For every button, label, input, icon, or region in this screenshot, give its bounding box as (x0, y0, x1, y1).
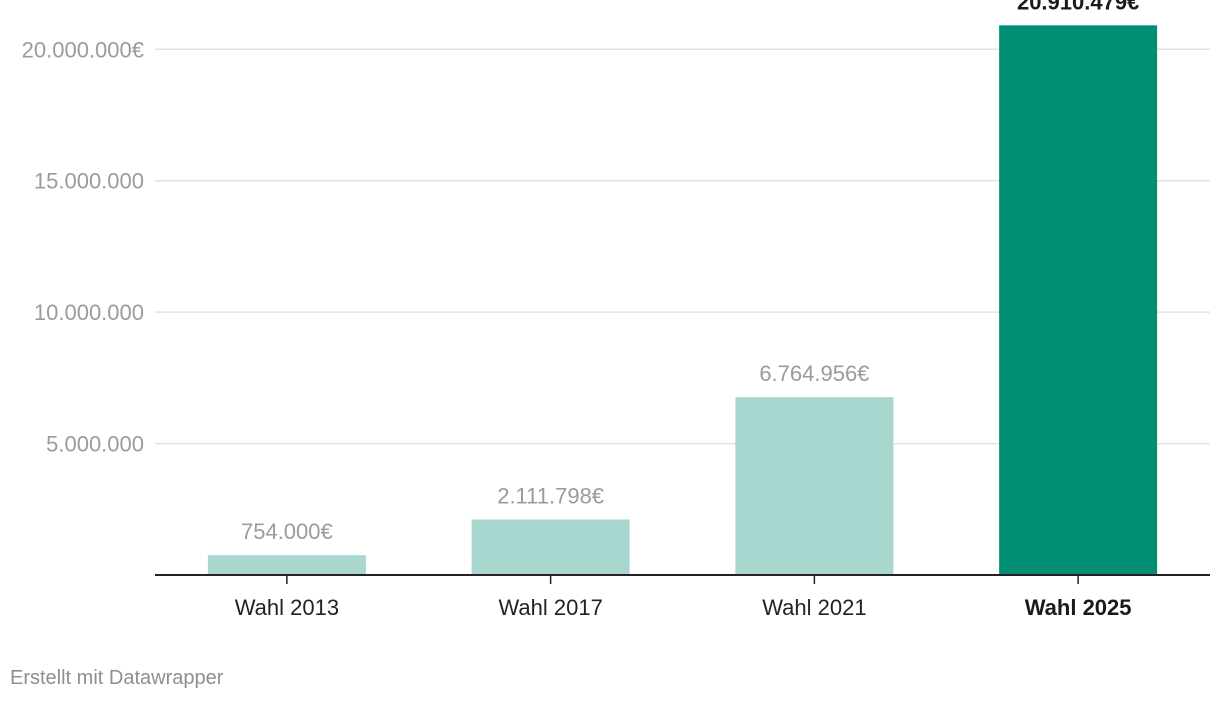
y-tick-label: 10.000.000 (34, 300, 144, 325)
x-tick-label: Wahl 2021 (762, 595, 866, 620)
bar-wahl-2021 (735, 397, 894, 575)
bar-wahl-2017 (471, 519, 630, 575)
x-axis: Wahl 2013 Wahl 2017 Wahl 2021 Wahl 2025 (235, 575, 1132, 620)
value-label: 2.111.798€ (497, 483, 604, 508)
x-tick-label: Wahl 2025 (1025, 595, 1132, 620)
y-tick-label: 5.000.000 (46, 432, 144, 457)
y-tick-label: 15.000.000 (34, 169, 144, 194)
datawrapper-credit: Erstellt mit Datawrapper (10, 667, 224, 689)
bars (207, 25, 1158, 575)
x-tick-label: Wahl 2013 (235, 595, 339, 620)
y-tick-label: 20.000.000€ (22, 37, 144, 62)
value-label: 754.000€ (241, 519, 333, 544)
bar-wahl-2013 (207, 555, 366, 575)
value-labels: 754.000€ 2.111.798€ 6.764.956€ 20.910.479€ (241, 0, 1139, 544)
bar-chart: 5.000.000 10.000.000 15.000.000 20.000.000€… (22, 0, 1210, 620)
value-label: 20.910.479€ (1017, 0, 1139, 14)
y-axis: 5.000.000 10.000.000 15.000.000 20.000.000€ (22, 37, 144, 456)
bar-wahl-2025 (999, 25, 1158, 575)
x-tick-label: Wahl 2017 (498, 595, 602, 620)
value-label: 6.764.956€ (759, 361, 869, 386)
